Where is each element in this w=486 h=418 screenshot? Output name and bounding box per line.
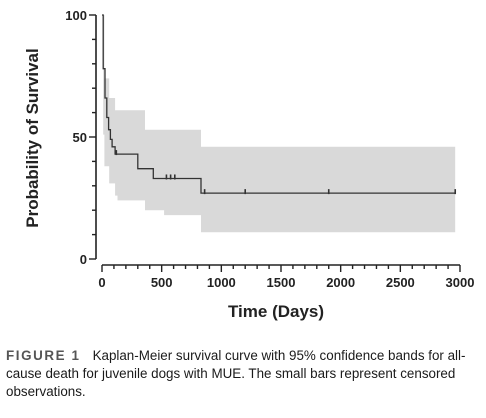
x-tick-label: 500: [151, 275, 173, 290]
caption-text: Kaplan-Meier survival curve with 95% con…: [6, 348, 466, 399]
figure-label: FIGURE 1: [6, 348, 81, 363]
confidence-band-layer: [102, 15, 456, 233]
x-tick-label: 0: [98, 275, 105, 290]
x-tick-label: 3000: [446, 275, 475, 290]
confidence-band: [102, 15, 456, 233]
y-axis-title: Probability of Survival: [23, 48, 42, 228]
x-axis-title: Time (Days): [228, 302, 324, 321]
x-tick-label: 1000: [207, 275, 236, 290]
x-tick-label: 1500: [267, 275, 296, 290]
censored-marks-layer: [115, 150, 457, 195]
y-tick-label: 100: [65, 8, 87, 23]
y-tick-label: 0: [80, 252, 87, 267]
x-tick-label: 2000: [326, 275, 355, 290]
y-tick-label: 50: [73, 130, 87, 145]
survival-curve: [102, 14, 456, 194]
figure-caption: FIGURE 1 Kaplan-Meier survival curve with…: [6, 347, 482, 401]
x-tick-label: 2500: [386, 275, 415, 290]
survival-curve-layer: [102, 14, 456, 194]
